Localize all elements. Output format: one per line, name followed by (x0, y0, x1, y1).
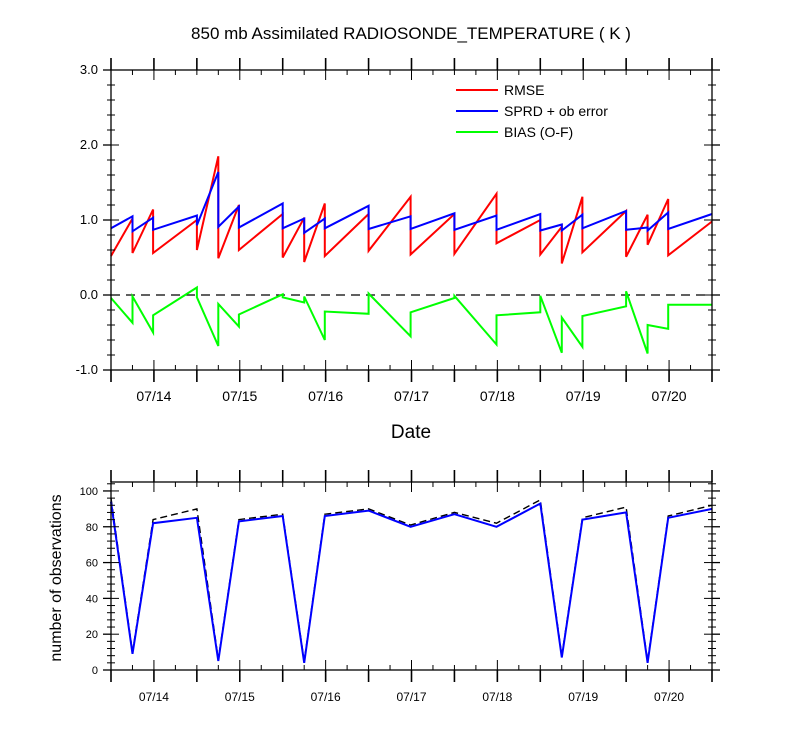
top-chart-panel: 850 mb Assimilated RADIOSONDE_TEMPERATUR… (76, 24, 720, 443)
x-tick-label: 07/18 (482, 690, 512, 704)
x-tick-label: 07/16 (308, 388, 343, 404)
x-tick-label: 07/14 (136, 388, 171, 404)
y-tick-label: 100 (80, 486, 98, 498)
top-chart-legend: RMSE SPRD + ob error BIAS (O-F) (456, 82, 608, 140)
legend-label: RMSE (504, 82, 544, 98)
x-tick-label: 07/19 (568, 690, 598, 704)
series-line-1 (110, 171, 713, 235)
top-chart-title: 850 mb Assimilated RADIOSONDE_TEMPERATUR… (191, 24, 631, 43)
x-tick-label: 07/15 (225, 690, 255, 704)
y-tick-label: -1.0 (76, 362, 98, 377)
x-tick-label: 07/18 (480, 388, 515, 404)
bottom-chart-panel: 07/14 07/15 07/16 07/17 07/18 07/19 07/20 0 20 40… (48, 470, 720, 704)
top-chart-series (110, 156, 713, 354)
y-tick-label: 20 (86, 629, 98, 641)
legend-label: SPRD + ob error (504, 103, 608, 119)
y-tick-label: 40 (86, 593, 98, 605)
bottom-chart-ylabel: number of observations (48, 494, 65, 661)
x-tick-label: 07/20 (652, 388, 687, 404)
y-tick-label: 2.0 (80, 137, 98, 152)
x-tick-label: 07/15 (222, 388, 257, 404)
x-tick-label: 07/17 (396, 690, 426, 704)
series-line-2 (110, 285, 712, 354)
series-line-0 (110, 156, 713, 264)
y-tick-label: 0.0 (80, 287, 98, 302)
bottom-chart-series (110, 498, 713, 663)
top-chart-ticks: 07/14 07/15 07/16 07/17 07/18 07/19 07/20 -1.0 0… (76, 58, 720, 404)
bottom-chart-frame (110, 481, 713, 671)
x-tick-label: 07/19 (566, 388, 601, 404)
x-tick-label: 07/16 (311, 690, 341, 704)
legend-label: BIAS (O-F) (504, 124, 573, 140)
series-line-0 (110, 498, 713, 662)
y-tick-label: 3.0 (80, 62, 98, 77)
bottom-chart-ticks: 07/14 07/15 07/16 07/17 07/18 07/19 07/20 0 20 40… (80, 470, 720, 704)
series-line-1 (110, 501, 713, 663)
top-chart-xlabel: Date (391, 422, 431, 443)
y-tick-label: 80 (86, 522, 98, 534)
x-tick-label: 07/20 (654, 690, 684, 704)
y-tick-label: 1.0 (80, 212, 98, 227)
x-tick-label: 07/17 (394, 388, 429, 404)
y-tick-label: 0 (92, 665, 98, 677)
y-tick-label: 60 (86, 558, 98, 570)
x-tick-label: 07/14 (139, 690, 169, 704)
